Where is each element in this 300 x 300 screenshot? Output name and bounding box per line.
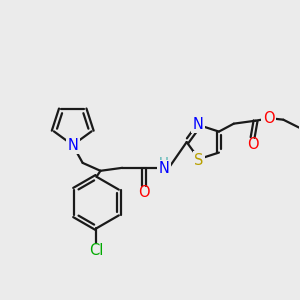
Text: S: S	[194, 152, 204, 167]
Text: N: N	[67, 137, 78, 152]
Text: H: H	[159, 156, 169, 170]
Text: Cl: Cl	[89, 243, 104, 258]
Text: O: O	[247, 137, 258, 152]
Text: O: O	[262, 111, 274, 126]
Text: N: N	[193, 117, 203, 132]
Text: N: N	[158, 161, 169, 176]
Text: O: O	[138, 185, 150, 200]
